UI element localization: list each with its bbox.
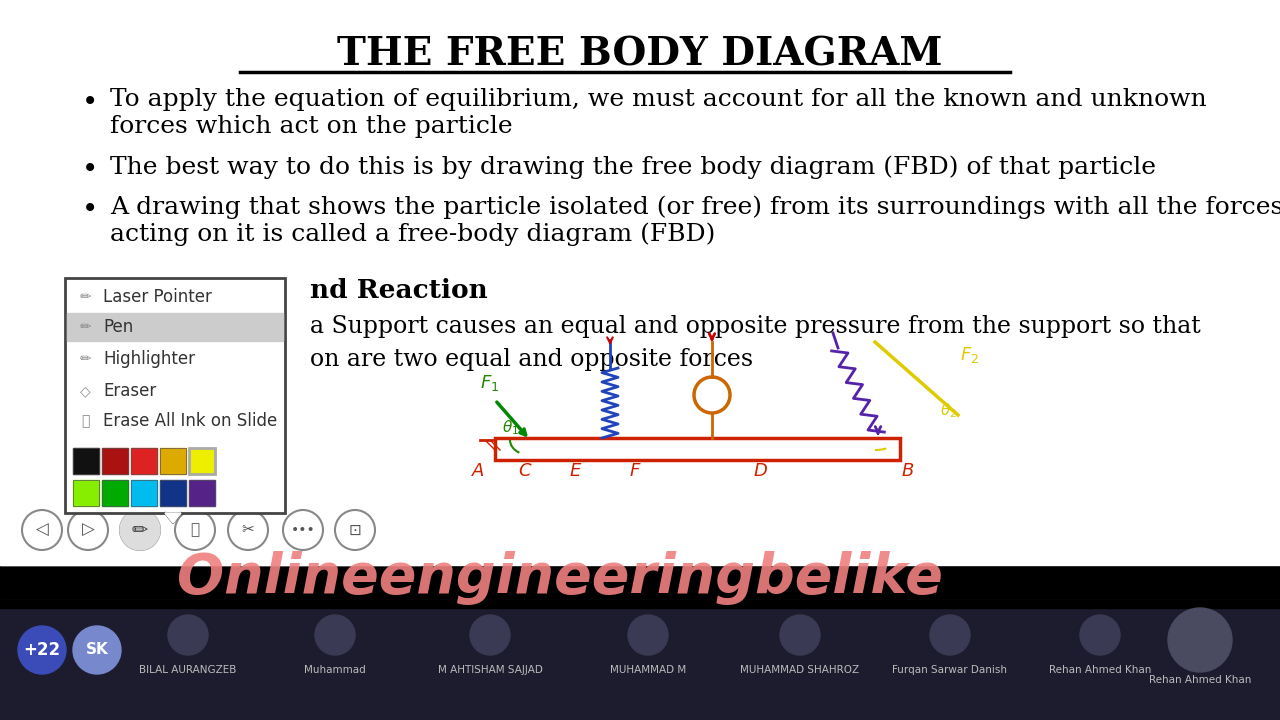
Text: ◇: ◇ [79,384,91,398]
Text: ✂: ✂ [242,523,255,538]
Text: •••: ••• [291,523,315,537]
Text: •: • [82,155,99,183]
Circle shape [1080,615,1120,655]
Circle shape [780,615,820,655]
Text: ⬜: ⬜ [191,523,200,538]
Text: Onlineengineeringbelike: Onlineengineeringbelike [177,551,943,605]
Text: SK: SK [86,642,109,657]
Bar [0,510,420,565]
Text: $F_2$: $F_2$ [960,345,979,365]
Bar [189,480,215,506]
Text: Rehan Ahmed Khan: Rehan Ahmed Khan [1149,675,1251,685]
Text: D: D [753,462,767,480]
Text: +22: +22 [23,641,60,659]
Text: To apply the equation of equilibrium, we must account for all the known and unkn: To apply the equation of equilibrium, we… [110,88,1207,111]
Text: Furqan Sarwar Danish: Furqan Sarwar Danish [892,665,1007,675]
Bar [0,0,1280,565]
Text: THE FREE BODY DIAGRAM: THE FREE BODY DIAGRAM [337,35,943,73]
Text: A: A [472,462,484,480]
Text: Rehan Ahmed Khan: Rehan Ahmed Khan [1048,665,1151,675]
Text: nd Reaction: nd Reaction [310,278,488,303]
Text: $\theta_1$: $\theta_1$ [502,418,520,437]
Text: The best way to do this is by drawing the free body diagram (FBD) of that partic: The best way to do this is by drawing th… [110,155,1156,179]
Circle shape [168,615,207,655]
Bar [0,600,1280,720]
Text: M AHTISHAM SAJJAD: M AHTISHAM SAJJAD [438,665,543,675]
Bar [102,448,128,474]
Circle shape [628,615,668,655]
Circle shape [120,510,160,550]
Text: acting on it is called a free-body diagram (FBD): acting on it is called a free-body diagr… [110,222,716,246]
Bar [131,448,157,474]
Bar [102,480,128,506]
Polygon shape [165,513,180,523]
Bar [131,448,157,474]
Bar [131,480,157,506]
Bar [102,480,128,506]
Text: MUHAMMAD M: MUHAMMAD M [609,665,686,675]
Text: $F_1$: $F_1$ [480,373,499,393]
Bar [160,448,186,474]
Text: on are two equal and opposite forces: on are two equal and opposite forces [310,348,753,371]
Bar [67,313,283,341]
Bar [189,448,215,474]
Text: E: E [570,462,581,480]
Text: A drawing that shows the particle isolated (or free) from its surroundings with : A drawing that shows the particle isolat… [110,195,1280,219]
Text: forces which act on the particle: forces which act on the particle [110,115,512,138]
Bar [189,448,215,474]
Bar [131,480,157,506]
Bar [102,448,128,474]
Text: Laser Pointer: Laser Pointer [102,288,212,306]
Bar [0,600,1280,608]
Bar [73,448,99,474]
Text: •: • [82,195,99,223]
Bar [160,448,186,474]
Text: ✏: ✏ [79,352,91,366]
Circle shape [18,626,67,674]
Text: ✏: ✏ [132,521,148,539]
Text: ⊡: ⊡ [348,523,361,538]
Text: •: • [82,88,99,116]
Circle shape [1169,608,1231,672]
Text: MUHAMMAD SHAHROZ: MUHAMMAD SHAHROZ [740,665,860,675]
Text: F: F [630,462,640,480]
Bar [73,480,99,506]
Text: $\theta_2$: $\theta_2$ [940,401,957,420]
Text: Pen: Pen [102,318,133,336]
Text: ◁: ◁ [36,521,49,539]
Bar [160,480,186,506]
Text: ✏: ✏ [79,320,91,334]
Text: Erase All Ink on Slide: Erase All Ink on Slide [102,412,278,430]
Text: B: B [902,462,914,480]
Text: ⎗: ⎗ [81,414,90,428]
Text: a Support causes an equal and opposite pressure from the support so that: a Support causes an equal and opposite p… [310,315,1201,338]
Circle shape [470,615,509,655]
Bar [189,480,215,506]
Text: C: C [518,462,531,480]
Circle shape [315,615,355,655]
Text: ▷: ▷ [82,521,95,539]
Bar [73,448,99,474]
Circle shape [931,615,970,655]
Bar [73,480,99,506]
Bar [160,480,186,506]
Text: Eraser: Eraser [102,382,156,400]
Circle shape [73,626,122,674]
Text: BILAL AURANGZEB: BILAL AURANGZEB [140,665,237,675]
Text: ✏: ✏ [79,290,91,304]
Text: Highlighter: Highlighter [102,350,195,368]
Bar [65,278,285,513]
Text: Muhammad: Muhammad [305,665,366,675]
Bar [495,438,900,460]
